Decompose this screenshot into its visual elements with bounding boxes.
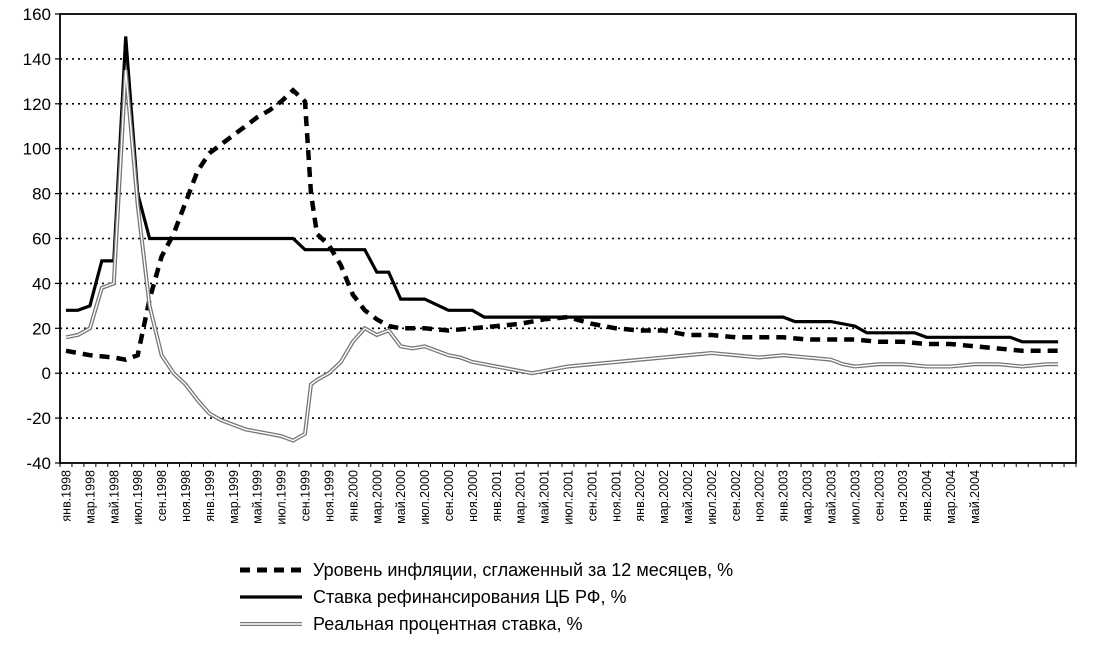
y-axis: 160 140 120 100 80 60 40 20 0 -20 -40 xyxy=(23,5,60,473)
x-tick-label: май.1998 xyxy=(107,470,121,524)
legend-label: Ставка рефинансирования ЦБ РФ, % xyxy=(313,587,627,607)
x-tick-label: июл.2003 xyxy=(848,470,862,525)
x-tick-label: сен.2001 xyxy=(585,470,599,521)
y-tick-label: 60 xyxy=(32,230,51,249)
x-tick-label: май.2001 xyxy=(538,470,552,524)
x-tick-label: сен.1999 xyxy=(299,470,313,521)
legend-label: Реальная процентная ставка, % xyxy=(313,614,583,634)
x-tick-label: янв.1998 xyxy=(59,470,73,522)
x-tick-label: сен.2003 xyxy=(872,470,886,521)
x-tick-label: май.2002 xyxy=(681,470,695,524)
x-tick-label: янв.2001 xyxy=(490,470,504,522)
x-tick-label: июл.1999 xyxy=(275,470,289,525)
x-tick-label: ноя.2002 xyxy=(753,470,767,522)
y-tick-label: 40 xyxy=(32,274,51,293)
x-axis: янв.1998 мар.1998 май.1998 июл.1998 сен.1998… xyxy=(59,463,1077,525)
y-tick-label: 80 xyxy=(32,185,51,204)
x-tick-label: мар.2000 xyxy=(370,470,384,524)
x-tick-label: июл.2000 xyxy=(418,470,432,525)
y-tick-label: 100 xyxy=(23,140,51,159)
y-tick-label: 20 xyxy=(32,319,51,338)
x-tick-label: мар.2002 xyxy=(657,470,671,524)
x-tick-label: ноя.1999 xyxy=(322,470,336,522)
x-tick-label: янв.2000 xyxy=(346,470,360,522)
x-tick-label: июл.2002 xyxy=(705,470,719,525)
x-tick-label: янв.2003 xyxy=(777,470,791,522)
grid-layer xyxy=(60,58,1076,419)
series-layer xyxy=(65,36,1059,443)
series-real-rate-line-inner xyxy=(65,70,1059,442)
series-refinancing-rate-line xyxy=(66,36,1059,344)
y-tick-label: 120 xyxy=(23,95,51,114)
x-tick-label: ноя.1998 xyxy=(179,470,193,522)
y-tick-label: -40 xyxy=(26,454,51,473)
x-tick-label: мар.2004 xyxy=(944,470,958,524)
series-real-rate-line xyxy=(65,69,1059,443)
series-inflation-line xyxy=(65,87,1059,363)
x-tick-label: сен.2000 xyxy=(442,470,456,521)
x-tick-label: май.2000 xyxy=(394,470,408,524)
x-tick-label: июл.1998 xyxy=(131,470,145,525)
x-tick-label: янв.1999 xyxy=(203,470,217,522)
y-tick-label: 140 xyxy=(23,50,51,69)
x-tick-label: май.2003 xyxy=(824,470,838,524)
x-tick-label: янв.2002 xyxy=(633,470,647,522)
x-tick-label: янв.2004 xyxy=(920,470,934,522)
x-tick-label: май.1999 xyxy=(251,470,265,524)
x-tick-label: май.2004 xyxy=(968,470,982,524)
x-tick-label: сен.2002 xyxy=(729,470,743,521)
x-tick-label: ноя.2001 xyxy=(609,470,623,522)
legend-label: Уровень инфляции, сглаженный за 12 месяц… xyxy=(313,560,733,580)
x-tick-label: ноя.2003 xyxy=(896,470,910,522)
x-tick-label: сен.1998 xyxy=(155,470,169,521)
x-tick-label: июл.2001 xyxy=(562,470,576,525)
x-tick-label: мар.2003 xyxy=(801,470,815,524)
y-tick-label: -20 xyxy=(26,409,51,428)
legend: Уровень инфляции, сглаженный за 12 месяц… xyxy=(240,560,733,634)
x-tick-label: мар.1998 xyxy=(83,470,97,524)
x-tick-label: ноя.2000 xyxy=(466,470,480,522)
y-tick-label: 0 xyxy=(42,364,51,383)
x-tick-label: мар.1999 xyxy=(227,470,241,524)
y-tick-label: 160 xyxy=(23,5,51,24)
x-tick-label: мар.2001 xyxy=(514,470,528,524)
